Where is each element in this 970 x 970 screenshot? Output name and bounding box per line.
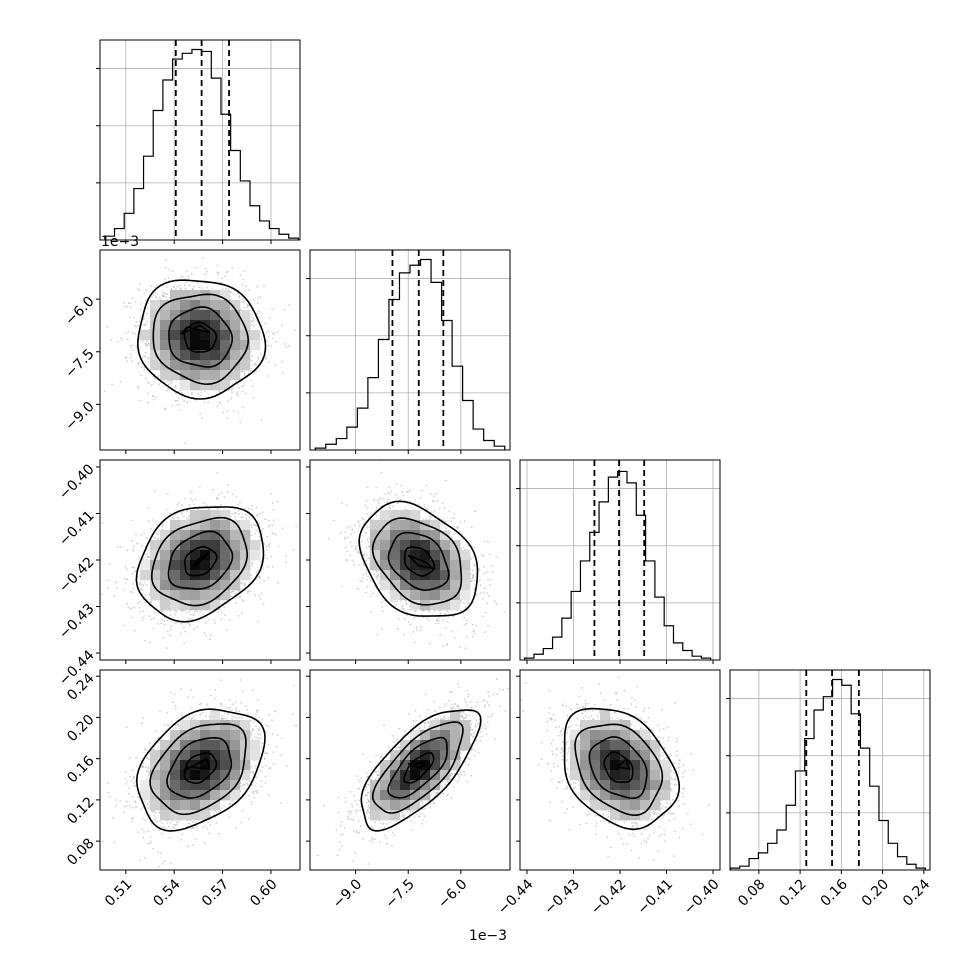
density-panel-2-3 [516,669,721,874]
contour-level-0 [603,751,634,783]
contour-level-1 [166,736,233,799]
contour-level-2 [372,721,464,814]
x-tick-label-1-0: −9.0 [330,876,365,911]
histogram-frame-2 [519,459,721,661]
histogram-frame-3 [729,669,931,871]
y-tick-label-2-2: −0.42 [56,554,98,596]
contour-peak [180,324,211,335]
contour-level-2 [371,517,463,606]
histogram-panel-3 [726,669,931,874]
y-tick-label-2-1: −0.43 [56,601,98,643]
density-cells [140,510,261,611]
x-tick-label-0-1: 0.54 [150,876,183,909]
y-tick-label-1-1: −7.5 [62,346,97,381]
density-frame [99,669,301,871]
contour-peak [192,552,209,568]
density-content [317,678,509,865]
y-tick-label-1-2: −6.0 [62,293,97,328]
contour-level-0 [403,751,435,784]
histogram-steps-2 [524,470,712,660]
histogram-frame-0 [99,39,301,241]
density-content [101,472,300,649]
contour-level-3 [563,707,681,831]
x-tick-label-1-1: −7.5 [383,876,418,911]
contour-level-3 [136,279,267,400]
contour-level-0 [183,321,218,353]
contour-level-3 [360,709,482,832]
y-tick-label-3-1: 0.12 [64,794,97,827]
histogram-steps-1 [314,258,506,450]
y-offset-label: 1e−3 [101,234,139,250]
x-tick-label-3-4: 0.24 [900,876,933,909]
contour-level-2 [152,293,250,386]
y-tick-label-3-2: 0.16 [64,753,97,786]
y-tick-label-2-3: −0.41 [56,508,98,550]
density-content [102,679,298,868]
x-tick-label-3-2: 0.16 [818,876,851,909]
x-tick-label-2-0: −0.44 [495,876,537,918]
x-tick-label-3-1: 0.12 [776,876,809,909]
x-offset-label: 1e−3 [469,928,507,944]
histogram-panel-2 [516,459,721,664]
density-panel-0-3 [96,669,301,874]
density-content [103,257,296,445]
contour-level-1 [167,530,234,590]
density-frame [519,669,721,871]
x-tick-label-3-0: 0.08 [735,876,768,909]
contour-peak [615,758,631,771]
contour-level-0 [403,546,436,577]
histogram-frame-1 [309,249,511,451]
contour-level-3 [358,500,479,617]
y-tick-label-3-0: 0.08 [64,835,97,868]
density-cells [370,510,471,611]
density-frame [99,249,301,451]
x-tick-label-2-4: −0.40 [681,876,723,918]
corner-panels: 0.51 0.54 0.57 0.60 −9.0 −7.5 −6.0 −0.44 −0.43 −0… [56,39,933,944]
contour-level-2 [574,723,664,817]
density-panel-1-3 [306,669,511,874]
histogram-panel-1 [306,249,511,454]
y-tick-label-3-3: 0.20 [64,712,97,745]
x-tick-label-2-3: −0.41 [634,876,676,918]
y-tick-label-1-0: −9.0 [62,399,97,434]
x-tick-label-2-1: −0.43 [541,876,583,918]
density-content [327,460,506,650]
contour-level-0 [183,546,218,577]
contour-level-3 [135,506,265,623]
density-panel-1-2 [306,459,511,664]
contour-level-2 [150,516,249,607]
density-content [520,676,710,861]
density-frame [309,459,511,661]
density-panel-0-2 [96,459,301,664]
histogram-panel-0 [96,39,301,244]
x-tick-label-0-2: 0.57 [199,876,232,909]
contour-level-2 [149,723,247,816]
contour-level-1 [387,736,448,799]
contour-peak [183,757,211,772]
contour-level-1 [168,306,234,368]
contour-level-3 [135,708,266,832]
y-tick-label-2-4: −0.40 [56,461,98,503]
contour-peak [407,762,430,769]
density-frame [309,669,511,871]
contour-level-1 [588,736,648,799]
density-frame [99,459,301,661]
x-tick-label-3-3: 0.20 [859,876,892,909]
density-panel-0-1 [96,249,301,454]
x-tick-label-1-2: −6.0 [435,876,470,911]
histogram-steps-3 [729,678,926,870]
contour-level-0 [183,752,218,784]
contour-peak [407,554,436,570]
density-cells [370,710,471,821]
x-tick-label-0-3: 0.60 [247,876,280,909]
contour-level-1 [387,531,450,592]
x-tick-label-2-2: −0.42 [588,876,630,918]
x-tick-label-0-0: 0.51 [102,876,135,909]
